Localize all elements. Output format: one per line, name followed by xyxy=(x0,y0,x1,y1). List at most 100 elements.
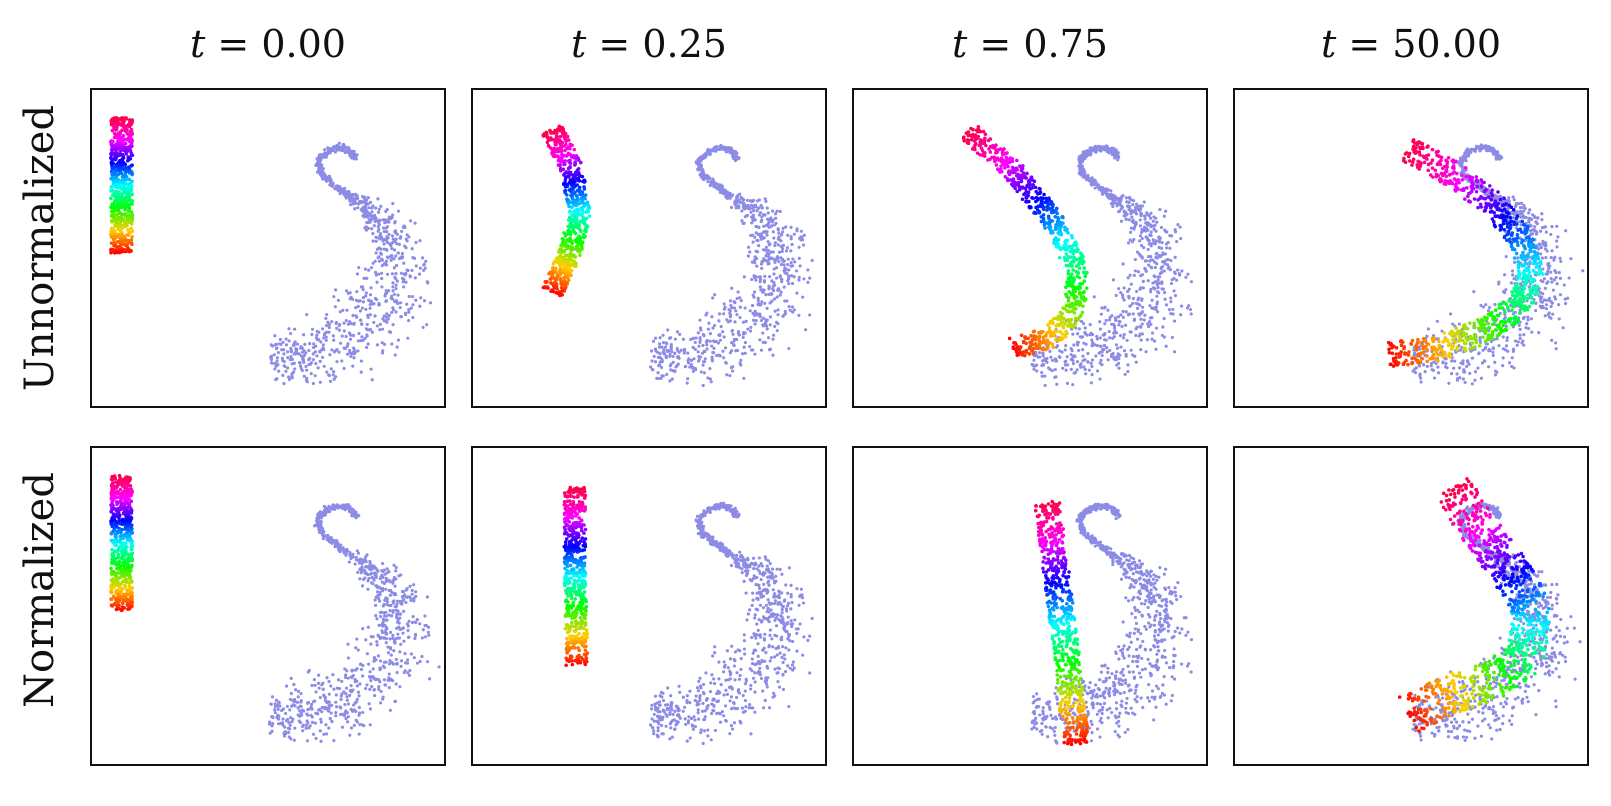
target-point xyxy=(671,354,675,359)
target-point xyxy=(775,329,779,333)
target-point xyxy=(718,190,722,194)
target-point xyxy=(1146,222,1151,226)
source-point xyxy=(564,139,568,144)
source-point xyxy=(1058,246,1062,250)
target-point xyxy=(384,237,389,241)
target-point xyxy=(779,244,783,248)
target-point xyxy=(359,322,364,326)
target-point xyxy=(1165,246,1169,250)
target-point xyxy=(1041,359,1045,363)
target-point xyxy=(797,313,801,317)
target-point xyxy=(707,321,711,325)
target-point xyxy=(418,239,422,243)
target-point xyxy=(1040,371,1044,375)
target-point xyxy=(1153,307,1157,311)
target-point xyxy=(1511,273,1515,277)
target-point xyxy=(374,216,378,220)
target-point xyxy=(730,369,735,373)
target-point xyxy=(737,333,741,337)
target-point xyxy=(1049,355,1053,359)
target-point xyxy=(349,195,353,199)
target-point xyxy=(379,204,383,208)
target-point xyxy=(728,351,732,355)
target-point xyxy=(1453,359,1457,363)
scatter-plot xyxy=(1386,138,1585,386)
target-point xyxy=(1108,315,1112,319)
target-point xyxy=(352,356,356,360)
target-point xyxy=(377,207,381,211)
target-point xyxy=(1543,314,1547,318)
source-point xyxy=(1001,153,1005,157)
target-point xyxy=(290,375,294,380)
target-point xyxy=(385,272,390,276)
source-point xyxy=(1078,286,1083,290)
source-point xyxy=(121,120,125,124)
target-point xyxy=(370,206,374,210)
target-point xyxy=(1095,369,1100,373)
target-point xyxy=(1153,275,1157,279)
source-point xyxy=(1056,216,1060,220)
source-point xyxy=(1060,311,1064,316)
target-point xyxy=(764,318,768,322)
target-point xyxy=(743,351,747,355)
source-point xyxy=(130,242,134,247)
target-point xyxy=(761,316,765,320)
source-point xyxy=(119,203,123,207)
target-point xyxy=(357,265,361,270)
source-point xyxy=(123,187,128,192)
target-point xyxy=(1419,380,1423,384)
target-point xyxy=(738,296,742,300)
target-point xyxy=(1125,338,1129,343)
target-point xyxy=(649,365,653,369)
target-point xyxy=(283,364,287,368)
target-point xyxy=(311,381,315,386)
target-point xyxy=(1522,203,1526,208)
target-point xyxy=(727,148,731,152)
target-point xyxy=(361,300,366,304)
source-point xyxy=(563,131,568,136)
source-point xyxy=(1060,332,1065,336)
target-point xyxy=(379,247,383,251)
target-point xyxy=(768,275,772,279)
target-point xyxy=(1126,204,1130,208)
target-point xyxy=(773,243,777,248)
target-point xyxy=(321,343,325,347)
target-point xyxy=(1122,214,1126,218)
target-point xyxy=(709,380,713,384)
target-point xyxy=(1115,204,1119,208)
source-point xyxy=(572,147,577,152)
source-point xyxy=(1042,223,1047,227)
source-point xyxy=(1070,280,1074,284)
target-point xyxy=(1179,236,1183,241)
target-point xyxy=(408,219,413,223)
target-point xyxy=(751,240,755,244)
target-point xyxy=(749,325,753,329)
source-point xyxy=(565,246,570,251)
source-point xyxy=(1054,337,1058,342)
source-point xyxy=(992,155,996,160)
source-point xyxy=(570,213,574,217)
source-point xyxy=(1064,285,1068,290)
target-point xyxy=(729,341,734,345)
target-point xyxy=(362,196,366,200)
target-point xyxy=(414,240,418,245)
target-point xyxy=(1130,215,1134,219)
target-point xyxy=(1132,237,1136,242)
target-point xyxy=(297,360,302,365)
source-point xyxy=(113,133,118,138)
target-point xyxy=(387,313,391,318)
target-point xyxy=(350,156,354,160)
source-point xyxy=(976,136,980,140)
target-point xyxy=(1131,210,1135,214)
source-point xyxy=(1063,241,1068,246)
target-point xyxy=(1110,149,1114,154)
target-point xyxy=(739,299,743,303)
target-point xyxy=(671,368,675,373)
target-point xyxy=(395,279,400,283)
target-point xyxy=(669,344,673,348)
source-point xyxy=(1063,321,1067,326)
source-point xyxy=(1044,347,1048,352)
target-point xyxy=(284,337,288,341)
source-point xyxy=(118,211,122,216)
target-point xyxy=(344,319,348,323)
